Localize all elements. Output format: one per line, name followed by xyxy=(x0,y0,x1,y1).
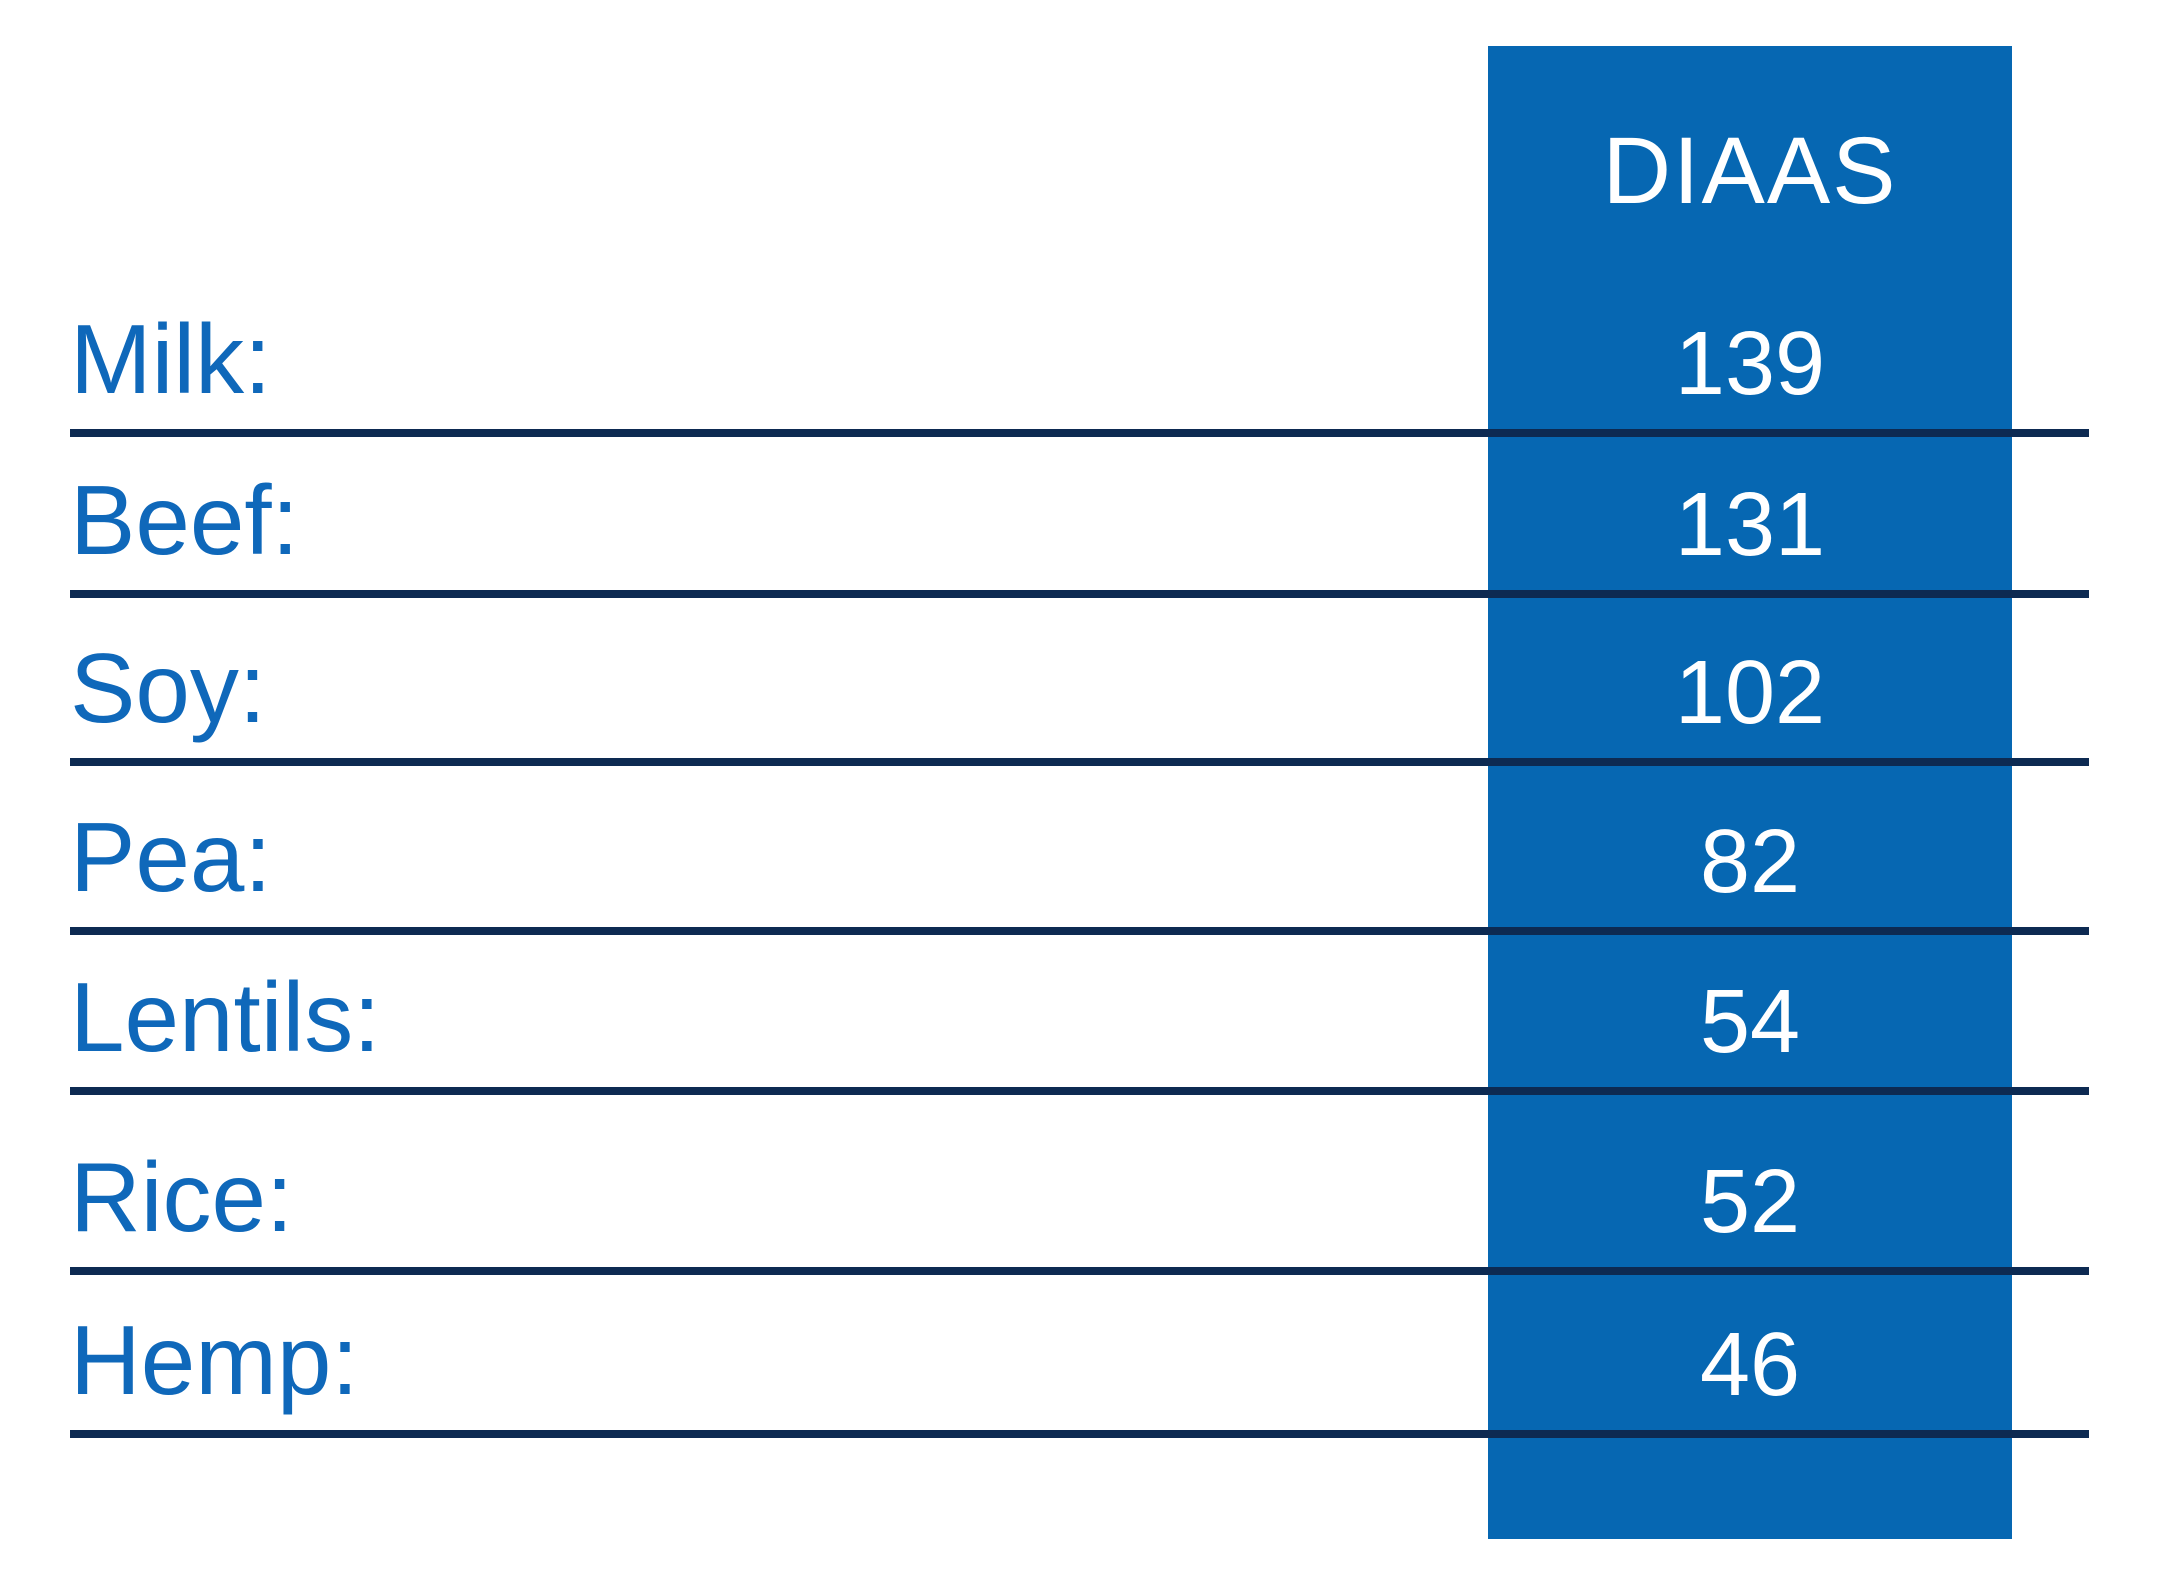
row-label-pea: Pea: xyxy=(70,802,272,912)
row-label-hemp: Hemp: xyxy=(70,1305,359,1415)
row-value-soy: 102 xyxy=(1674,643,1826,743)
row-label-milk: Milk: xyxy=(70,304,272,414)
row-divider-lentils xyxy=(70,1087,2089,1095)
row-value-lentils: 54 xyxy=(1699,972,1801,1072)
diaas-column-header: DIAAS xyxy=(1602,118,1898,224)
row-value-hemp: 46 xyxy=(1699,1315,1801,1415)
row-value-beef: 131 xyxy=(1674,475,1826,575)
diaas-column-background xyxy=(1488,46,2012,1539)
row-divider-rice xyxy=(70,1267,2089,1275)
row-divider-soy xyxy=(70,758,2089,766)
row-label-soy: Soy: xyxy=(70,633,267,743)
row-divider-hemp xyxy=(70,1430,2089,1438)
row-label-rice: Rice: xyxy=(70,1142,294,1252)
row-label-lentils: Lentils: xyxy=(70,962,381,1072)
row-value-pea: 82 xyxy=(1699,812,1801,912)
row-value-rice: 52 xyxy=(1699,1152,1801,1252)
row-divider-pea xyxy=(70,927,2089,935)
row-divider-beef xyxy=(70,590,2089,598)
row-value-milk: 139 xyxy=(1674,314,1826,414)
row-label-beef: Beef: xyxy=(70,465,299,575)
row-divider-milk xyxy=(70,429,2089,437)
